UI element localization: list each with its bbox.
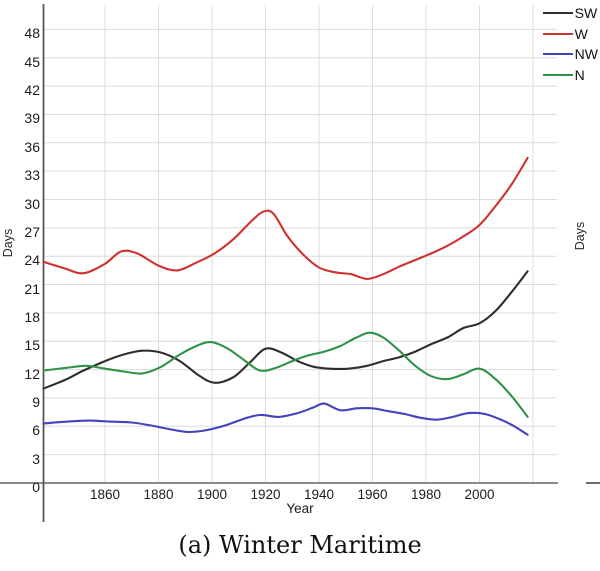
y-tick-label-39: 39 (24, 110, 40, 127)
y-tick-label-24: 24 (24, 252, 40, 269)
series-line-nw (42, 402, 529, 436)
y-tick-label-27: 27 (24, 223, 40, 240)
y-tick-label-45: 45 (24, 53, 40, 70)
legend-line-sample (542, 73, 573, 76)
y-tick-label-30: 30 (24, 195, 40, 212)
figure-caption: (a) Winter Maritime (178, 531, 422, 559)
y-tick-label-21: 21 (24, 280, 40, 297)
y-tick-label-3: 3 (32, 450, 40, 467)
y-tick-label-36: 36 (24, 138, 40, 155)
x-tick-label-1880: 1880 (143, 487, 174, 502)
series-line-sw (42, 270, 529, 390)
x-tick-label-1980: 1980 (410, 487, 442, 502)
adjacent-panel-axis-fragment (586, 482, 600, 484)
legend-label: SW (574, 5, 598, 22)
legend-label: N (574, 66, 585, 83)
x-tick-label-1860: 1860 (89, 487, 121, 502)
y-tick-label-12: 12 (24, 365, 40, 382)
series-line-n (42, 331, 529, 418)
y-tick-label-15: 15 (24, 337, 40, 354)
legend-item-nw: NW (542, 44, 598, 65)
y-tick-label-33: 33 (24, 167, 40, 184)
x-tick-label-1960: 1960 (357, 487, 388, 502)
legend-item-sw: SW (542, 3, 598, 24)
legend-item-n: N (542, 65, 598, 86)
y-tick-label-9: 9 (32, 393, 40, 410)
x-tick-label-1940: 1940 (303, 487, 335, 502)
x-tick-label-1900: 1900 (196, 487, 228, 502)
series-line-w (42, 156, 529, 280)
legend-label: W (574, 25, 588, 42)
legend-item-w: W (542, 24, 598, 45)
legend-line-sample (542, 32, 573, 35)
x-tick-label-1920: 1920 (250, 487, 281, 502)
y-tick-label-18: 18 (24, 308, 40, 325)
y-tick-label-6: 6 (32, 422, 40, 439)
x-axis-label: Year (286, 501, 314, 516)
y-tick-label-42: 42 (24, 82, 40, 99)
y-tick-label-0: 0 (32, 479, 40, 495)
legend-line-sample (542, 53, 573, 56)
y-tick-label-48: 48 (24, 25, 40, 42)
x-tick-label-2000: 2000 (464, 487, 495, 502)
legend-line-sample (542, 12, 573, 15)
adjacent-panel-y-axis-label: Days (573, 221, 587, 251)
legend-label: NW (574, 46, 598, 63)
y-axis-label: Days (1, 228, 15, 258)
chart-legend: SW W NW N (542, 3, 598, 86)
